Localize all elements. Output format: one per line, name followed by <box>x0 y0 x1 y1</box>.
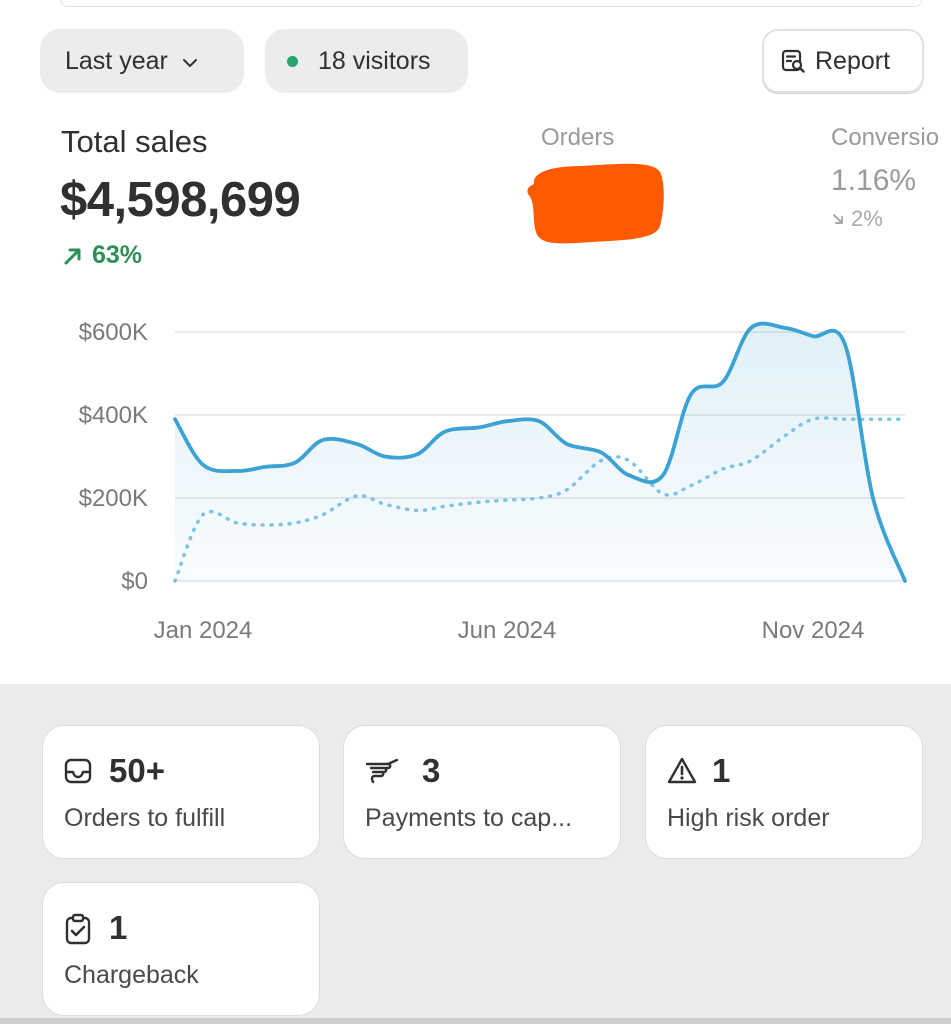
card-value: 1 <box>109 909 128 946</box>
card-label: Orders to fulfill <box>64 804 226 832</box>
x-tick-label: Nov 2024 <box>762 617 865 644</box>
chargeback-card[interactable]: 1 Chargeback <box>42 882 320 1016</box>
card-label: Chargeback <box>64 961 199 989</box>
hand-payment-icon <box>364 756 400 786</box>
conversion-delta-value: 2% <box>851 206 883 231</box>
total-sales-delta-value: 63% <box>92 241 143 269</box>
conversion-metric[interactable]: Conversio 1.16% 2% <box>831 120 951 250</box>
payments-to-capture-card[interactable]: 3 Payments to cap... <box>343 725 621 859</box>
top-panel-edge <box>60 0 922 7</box>
report-button[interactable]: Report <box>762 29 924 93</box>
conversion-delta: 2% <box>831 206 883 232</box>
y-tick-label: $600K <box>79 319 148 346</box>
live-dot-icon <box>287 55 298 67</box>
report-label: Report <box>815 46 891 75</box>
x-tick-label: Jan 2024 <box>154 617 253 644</box>
card-label: Payments to cap... <box>365 804 573 832</box>
high-risk-order-card[interactable]: 1 High risk order <box>645 725 923 859</box>
chevron-down-icon <box>182 58 198 68</box>
visitors-label: 18 visitors <box>318 46 431 75</box>
conversion-label: Conversio <box>831 124 940 151</box>
y-tick-label: $200K <box>79 485 148 512</box>
comparison-period-line <box>173 416 907 583</box>
orders-to-fulfill-card[interactable]: 50+ Orders to fulfill <box>42 725 320 859</box>
y-tick-label: $400K <box>79 402 148 429</box>
date-range-label: Last year <box>65 46 168 75</box>
total-sales-label[interactable]: Total sales <box>61 124 208 159</box>
date-range-dropdown[interactable]: Last year <box>40 29 244 93</box>
orders-label[interactable]: Orders <box>541 124 615 151</box>
conversion-value: 1.16% <box>831 164 917 197</box>
current-period-area <box>175 323 905 581</box>
visitors-pill[interactable]: 18 visitors <box>265 29 468 93</box>
warning-icon <box>666 756 698 786</box>
current-period-line <box>173 321 907 583</box>
trend-up-arrow-icon <box>62 245 84 267</box>
report-icon <box>780 48 806 74</box>
card-value: 50+ <box>109 752 165 789</box>
sales-overview-panel: Last year 18 visitors Report Total sales… <box>0 0 951 660</box>
x-tick-label: Jun 2024 <box>458 617 557 644</box>
card-value: 1 <box>712 752 731 789</box>
card-value: 3 <box>422 752 441 789</box>
total-sales-delta: 63% <box>62 241 142 270</box>
orders-value-redaction <box>522 154 668 255</box>
trend-down-arrow-icon <box>831 212 845 226</box>
card-label: High risk order <box>667 804 830 832</box>
total-sales-value: $4,598,699 <box>60 173 301 227</box>
inbox-icon <box>63 756 93 786</box>
clipboard-check-icon <box>63 913 93 945</box>
y-tick-label: $0 <box>121 568 148 595</box>
bottom-divider <box>0 1018 951 1024</box>
